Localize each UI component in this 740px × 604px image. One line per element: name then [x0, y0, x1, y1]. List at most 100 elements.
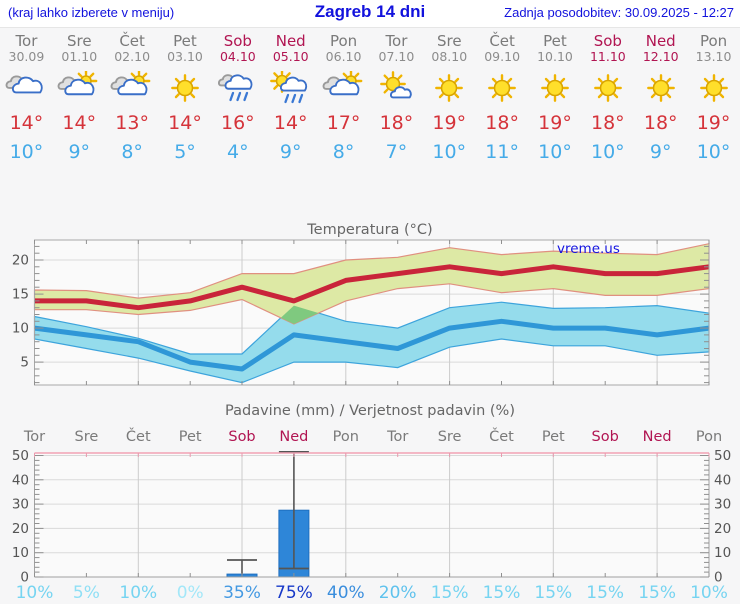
- partly-cloudy-icon: [57, 70, 98, 95]
- sunny-icon: [699, 73, 728, 102]
- precip-probability-label: 15%: [483, 583, 521, 600]
- day-max-temp: 18°: [643, 111, 678, 134]
- precip-probability-label: 20%: [379, 583, 417, 600]
- day-min-temp: 10°: [9, 141, 44, 164]
- day-max-temp: 13°: [115, 111, 149, 134]
- precip-y-tick-label-right: 10: [714, 545, 731, 561]
- precip-day-label: Pet: [542, 429, 565, 445]
- charts-svg: 5 10 15 20 0 0 10 10 20 20 30 30 40 40 50 50 Tor Sre Čet Pe…: [12, 239, 731, 603]
- precip-day-label: Sob: [228, 429, 255, 445]
- precip-probability-label: 15%: [586, 583, 624, 600]
- day-max-temp: 18°: [485, 111, 519, 134]
- day-date: 10.10: [537, 49, 573, 65]
- day-max-temp: 14°: [62, 111, 97, 134]
- day-name: Sob: [223, 32, 252, 50]
- precip-probability-label: 15%: [534, 583, 572, 600]
- day-column: Sob 11.10 18° 10°: [581, 30, 634, 164]
- precipitation-whisker: [227, 559, 257, 575]
- precip-day-label: Pon: [333, 429, 359, 445]
- weather-icon-wrap: [56, 68, 102, 110]
- weather-icon-wrap: [109, 68, 155, 110]
- day-date: 01.10: [61, 49, 98, 65]
- day-name: Ned: [645, 32, 676, 50]
- day-min-temp: 9°: [68, 141, 91, 164]
- day-max-temp: 14°: [273, 111, 308, 134]
- precip-day-label: Sob: [592, 429, 619, 445]
- precip-y-tick-label-right: 0: [714, 570, 723, 586]
- precip-y-tick-label-right: 40: [714, 472, 731, 488]
- day-column: Čet 09.10 18° 11°: [476, 30, 529, 164]
- precip-y-tick-label-right: 30: [714, 497, 731, 513]
- precip-day-label: Pon: [696, 429, 722, 445]
- precip-probability-label: 40%: [327, 583, 365, 600]
- day-date: 04.10: [219, 49, 256, 65]
- day-column: Čet 02.10 13° 8°: [106, 30, 159, 164]
- day-date: 12.10: [642, 49, 679, 65]
- precip-y-tick-label-left: 0: [20, 570, 29, 586]
- day-name: Ned: [275, 32, 306, 50]
- min-temp-line: [34, 318, 710, 372]
- day-date: 06.10: [325, 49, 362, 65]
- day-date: 08.10: [431, 49, 468, 65]
- day-min-temp: 10°: [591, 141, 625, 164]
- weather-icon-wrap: [479, 68, 525, 110]
- day-max-temp: 14°: [168, 111, 202, 134]
- precip-probability-label: 75%: [275, 583, 313, 600]
- day-name: Čet: [119, 32, 145, 50]
- weather-icon-wrap: [268, 68, 314, 110]
- precip-probability-label: 15%: [638, 583, 676, 600]
- sunny-icon: [488, 73, 517, 102]
- day-min-temp: 8°: [332, 141, 355, 164]
- weather-icon-wrap: [691, 68, 737, 110]
- day-date: 13.10: [695, 49, 732, 65]
- day-min-temp: 9°: [279, 141, 302, 164]
- precip-probability-label: 10%: [690, 583, 728, 600]
- precip-day-label: Pet: [179, 429, 202, 445]
- precip-day-label: Sre: [438, 429, 462, 445]
- precip-day-label: Ned: [279, 429, 308, 445]
- precipitation-chart: 0 0 10 10 20 20 30 30 40 40 50 50 Tor Sre Čet Pet Sob Ned…: [12, 427, 731, 603]
- day-max-temp: 18°: [591, 111, 625, 134]
- day-date: 03.10: [167, 49, 203, 65]
- day-column: Pon 06.10 17° 8°: [317, 30, 370, 164]
- day-column: Sob 04.10 16° 4°: [211, 30, 264, 164]
- day-column: Tor 30.09 14° 10°: [0, 30, 53, 164]
- day-column: Tor 07.10 18° 7°: [370, 30, 423, 164]
- precip-y-tick-label-left: 20: [12, 521, 29, 537]
- weather-icon-wrap: [532, 68, 578, 110]
- day-date: 11.10: [589, 49, 626, 65]
- cloudy-icon: [5, 75, 44, 93]
- precip-y-tick-label-left: 40: [12, 472, 29, 488]
- last-update-timestamp: Zadnja posodobitev: 30.09.2025 - 12:27: [504, 5, 734, 20]
- vreme-us-watermark-link[interactable]: vreme.us: [557, 241, 620, 257]
- precip-probability-label: 15%: [431, 583, 469, 600]
- day-date: 02.10: [114, 49, 151, 65]
- day-name: Pet: [173, 32, 197, 50]
- day-date: 09.10: [484, 49, 521, 65]
- weather-icon-wrap: [426, 68, 472, 110]
- day-max-temp: 19°: [432, 111, 467, 134]
- day-min-temp: 8°: [121, 141, 143, 164]
- weather-icon-wrap: [215, 68, 261, 110]
- day-min-temp: 4°: [227, 141, 249, 164]
- sunny-icon: [593, 73, 622, 102]
- day-column: Ned 05.10 14° 9°: [264, 30, 317, 164]
- page-title: Zagreb 14 dni: [314, 2, 426, 21]
- day-column: Pet 03.10 14° 5°: [159, 30, 212, 164]
- day-max-temp: 16°: [221, 111, 255, 134]
- temp-y-tick-label: 10: [12, 321, 29, 337]
- day-name: Tor: [15, 32, 38, 50]
- day-min-temp: 9°: [649, 141, 672, 164]
- day-name: Sre: [436, 32, 462, 50]
- precip-probability-label: 5%: [73, 583, 100, 600]
- location-hint: (kraj lahko izberete v meniju): [8, 5, 175, 20]
- precipitation-whisker: [278, 450, 309, 570]
- day-min-temp: 5°: [174, 141, 196, 164]
- day-min-temp: 7°: [385, 141, 408, 164]
- precip-probability-label: 10%: [119, 583, 157, 600]
- precip-day-label: Sre: [75, 429, 99, 445]
- precip-y-tick-label-left: 50: [12, 448, 29, 464]
- sunny-icon: [435, 73, 464, 102]
- precip-y-tick-label-left: 10: [12, 545, 29, 561]
- day-column: Sre 01.10 14° 9°: [53, 30, 106, 164]
